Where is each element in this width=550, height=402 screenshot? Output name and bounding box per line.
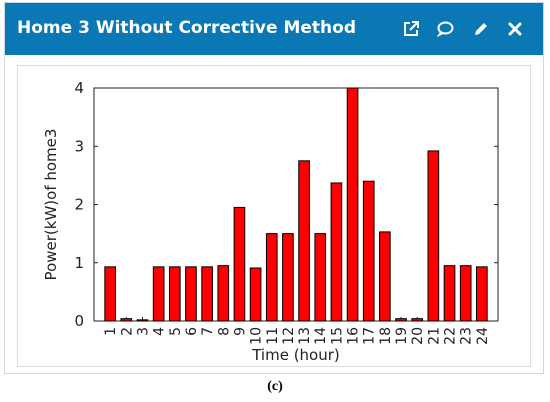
x-tick-label: 16 <box>346 327 362 345</box>
bar-hour-17 <box>362 180 375 322</box>
x-axis-label: Time (hour) <box>251 346 340 364</box>
x-tick-label: 18 <box>378 327 394 345</box>
x-tick-label: 19 <box>394 327 410 345</box>
y-tick-labels: 0 1 2 3 4 <box>74 79 84 330</box>
x-tick-label: 24 <box>475 327 491 345</box>
window-title: Home 3 Without Corrective Method <box>17 18 356 38</box>
figure-caption: (c) <box>267 379 283 394</box>
edit-button[interactable] <box>469 17 493 41</box>
x-tick-label: 20 <box>410 327 426 345</box>
external-link-icon <box>404 21 419 36</box>
bar-hour-14 <box>314 233 327 322</box>
bar-chart: 1 2 3 4 5 6 7 8 9 10 11 12 13 14 15 16 17 18 19 20 21 22 23 24 … <box>42 79 499 364</box>
x-tick-label: 8 <box>216 327 232 336</box>
x-tick-label: 22 <box>443 327 459 345</box>
x-tick-label: 21 <box>426 327 442 345</box>
bar-hour-15 <box>330 182 343 322</box>
bar-hour-3 <box>136 319 149 322</box>
x-tick-label: 4 <box>152 327 168 336</box>
x-tick-label: 14 <box>313 327 329 345</box>
bar-hour-4 <box>152 266 165 322</box>
y-tick-label: 3 <box>74 137 84 155</box>
x-tick-label: 11 <box>265 327 281 345</box>
bar-hour-22 <box>443 265 456 322</box>
bar-hour-11 <box>265 233 278 322</box>
bar-hour-12 <box>282 233 294 322</box>
window-header: Home 3 Without Corrective Method <box>5 3 543 55</box>
bar-hour-13 <box>298 160 310 322</box>
y-axis-label: Power(kW)of home3 <box>42 129 60 281</box>
x-tick-label: 3 <box>135 327 151 336</box>
bar-hour-18 <box>379 231 391 322</box>
x-tick-label: 23 <box>459 327 475 345</box>
bar-hour-16 <box>346 87 359 322</box>
x-tick-label: 7 <box>200 327 216 336</box>
x-tick-label: 6 <box>184 327 200 336</box>
x-tick-label: 2 <box>119 327 135 336</box>
x-tick-label: 9 <box>232 327 248 336</box>
bar-hour-6 <box>185 266 197 322</box>
comment-button[interactable] <box>433 17 457 41</box>
y-tick-label: 1 <box>74 254 84 272</box>
x-tick-label: 1 <box>103 327 119 336</box>
bar-hour-24 <box>476 266 488 322</box>
open-external-button[interactable] <box>399 17 423 41</box>
bar-hour-9 <box>233 206 246 322</box>
bar-hour-10 <box>249 267 262 322</box>
x-tick-label: 17 <box>362 327 378 345</box>
bar-hour-20 <box>411 318 424 322</box>
bar-hour-8 <box>217 265 230 322</box>
x-tick-labels: 1 2 3 4 5 6 7 8 9 10 11 12 13 14 15 16 17 18 19 20 21 22 23 24 <box>103 327 491 345</box>
chart-bars <box>104 87 488 322</box>
bar-hour-23 <box>459 265 472 322</box>
y-tick-label: 4 <box>74 79 84 97</box>
bar-hour-7 <box>201 266 213 322</box>
x-tick-label: 13 <box>297 327 313 345</box>
x-tick-label: 15 <box>329 327 345 345</box>
plot-area: 1 2 3 4 5 6 7 8 9 10 11 12 13 14 15 16 17 18 19 20 21 22 23 24 … <box>17 65 531 367</box>
bar-hour-5 <box>168 266 181 322</box>
close-icon <box>508 22 522 36</box>
bar-hour-1 <box>104 266 116 322</box>
comment-icon <box>436 21 454 38</box>
x-tick-label: 12 <box>281 327 297 345</box>
pencil-icon <box>475 22 488 35</box>
bar-hour-19 <box>395 318 407 322</box>
y-tick-label: 2 <box>74 196 84 214</box>
x-tick-label: 10 <box>249 327 265 345</box>
bar-hour-21 <box>427 150 440 322</box>
x-tick-label: 5 <box>168 327 184 336</box>
chart-window: Home 3 Without Corrective Method <box>4 2 544 374</box>
close-button[interactable] <box>503 17 527 41</box>
y-tick-label: 0 <box>74 312 84 330</box>
bar-hour-2 <box>120 318 133 322</box>
